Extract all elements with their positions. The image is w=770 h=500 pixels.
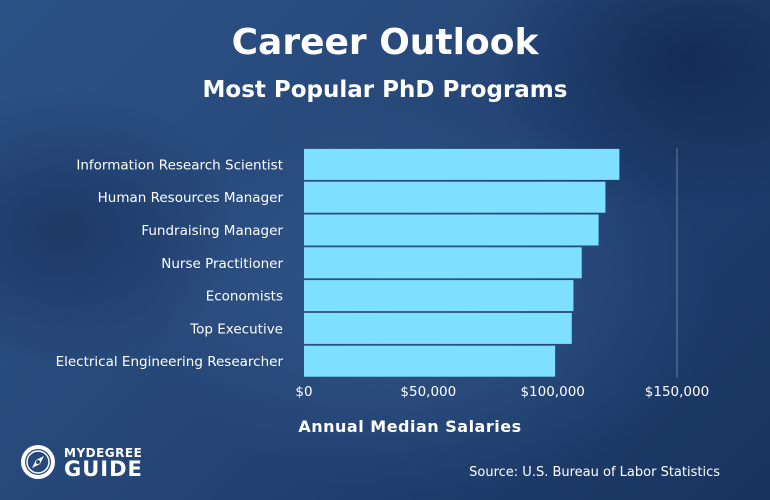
source-note: Source: U.S. Bureau of Labor Statistics	[469, 465, 720, 480]
category-label: Economists	[206, 289, 283, 305]
page-subtitle: Most Popular PhD Programs	[202, 77, 568, 103]
bar	[304, 181, 606, 213]
mydegreeguide-logo: MYDEGREE GUIDE	[18, 440, 148, 486]
bar	[304, 312, 572, 344]
x-tick-label: $100,000	[520, 384, 584, 400]
category-label: Fundraising Manager	[141, 223, 283, 239]
page-title: Career Outlook	[231, 22, 539, 63]
x-tick-label: $50,000	[400, 384, 456, 400]
category-label: Top Executive	[189, 321, 283, 337]
x-axis-title: Annual Median Salaries	[298, 417, 522, 436]
logo-text-bottom: GUIDE	[64, 457, 143, 481]
bar	[304, 247, 582, 279]
bar	[304, 214, 599, 246]
bar	[304, 345, 556, 377]
compass-icon	[21, 445, 55, 479]
category-label: Electrical Engineering Researcher	[56, 354, 284, 370]
bar	[304, 280, 574, 312]
bar	[304, 148, 620, 180]
category-label: Information Research Scientist	[76, 157, 283, 173]
x-tick-label: $0	[295, 384, 312, 400]
x-tick-label: $150,000	[645, 384, 709, 400]
logo-text-top: MYDEGREE	[64, 446, 143, 460]
category-label: Nurse Practitioner	[161, 256, 283, 272]
category-label: Human Resources Manager	[98, 190, 284, 206]
